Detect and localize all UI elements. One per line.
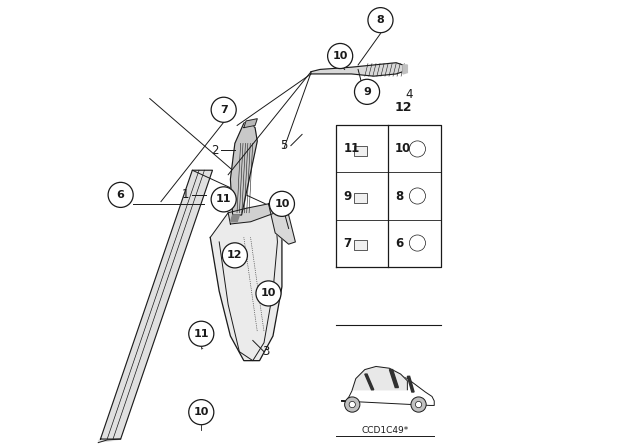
Polygon shape (389, 370, 398, 388)
Polygon shape (311, 63, 403, 76)
Polygon shape (269, 204, 296, 244)
Text: 6: 6 (116, 190, 125, 200)
Text: 6: 6 (395, 237, 403, 250)
Circle shape (349, 401, 355, 408)
Text: 9: 9 (363, 87, 371, 97)
Polygon shape (99, 439, 121, 441)
Polygon shape (230, 215, 239, 222)
Bar (354, 240, 367, 250)
Polygon shape (100, 170, 212, 439)
Circle shape (256, 281, 281, 306)
Text: CCD1C49*: CCD1C49* (362, 426, 408, 435)
Circle shape (328, 43, 353, 69)
Polygon shape (210, 208, 282, 361)
Circle shape (189, 400, 214, 425)
Polygon shape (228, 204, 275, 224)
Text: 9: 9 (344, 190, 352, 202)
Circle shape (108, 182, 133, 207)
Polygon shape (407, 376, 414, 392)
Text: 10: 10 (274, 199, 290, 209)
Polygon shape (244, 119, 257, 128)
Text: 4: 4 (406, 87, 413, 101)
Text: 8: 8 (395, 190, 403, 202)
Circle shape (222, 243, 248, 268)
Text: 10: 10 (332, 51, 348, 61)
Text: 7: 7 (344, 237, 352, 250)
Bar (354, 146, 367, 156)
Text: 12: 12 (394, 101, 412, 114)
Text: 10: 10 (395, 142, 412, 155)
Text: 7: 7 (220, 105, 228, 115)
Circle shape (415, 401, 422, 408)
Polygon shape (403, 65, 407, 74)
Text: 5: 5 (280, 139, 288, 152)
Circle shape (368, 8, 393, 33)
Text: 11: 11 (193, 329, 209, 339)
Circle shape (211, 97, 236, 122)
Circle shape (189, 321, 214, 346)
Circle shape (411, 397, 426, 412)
Text: 10: 10 (260, 289, 276, 298)
Polygon shape (365, 374, 374, 390)
Text: 11: 11 (216, 194, 232, 204)
Polygon shape (352, 366, 407, 390)
Circle shape (269, 191, 294, 216)
Text: 10: 10 (193, 407, 209, 417)
Circle shape (211, 187, 236, 212)
Polygon shape (342, 372, 435, 405)
Text: 8: 8 (376, 15, 385, 25)
Circle shape (344, 397, 360, 412)
Text: 1: 1 (182, 188, 189, 202)
Text: 12: 12 (227, 250, 243, 260)
Polygon shape (230, 121, 257, 215)
Text: 3: 3 (262, 345, 270, 358)
Circle shape (355, 79, 380, 104)
Text: 2: 2 (211, 143, 218, 157)
Text: 11: 11 (344, 142, 360, 155)
Bar (354, 194, 367, 202)
